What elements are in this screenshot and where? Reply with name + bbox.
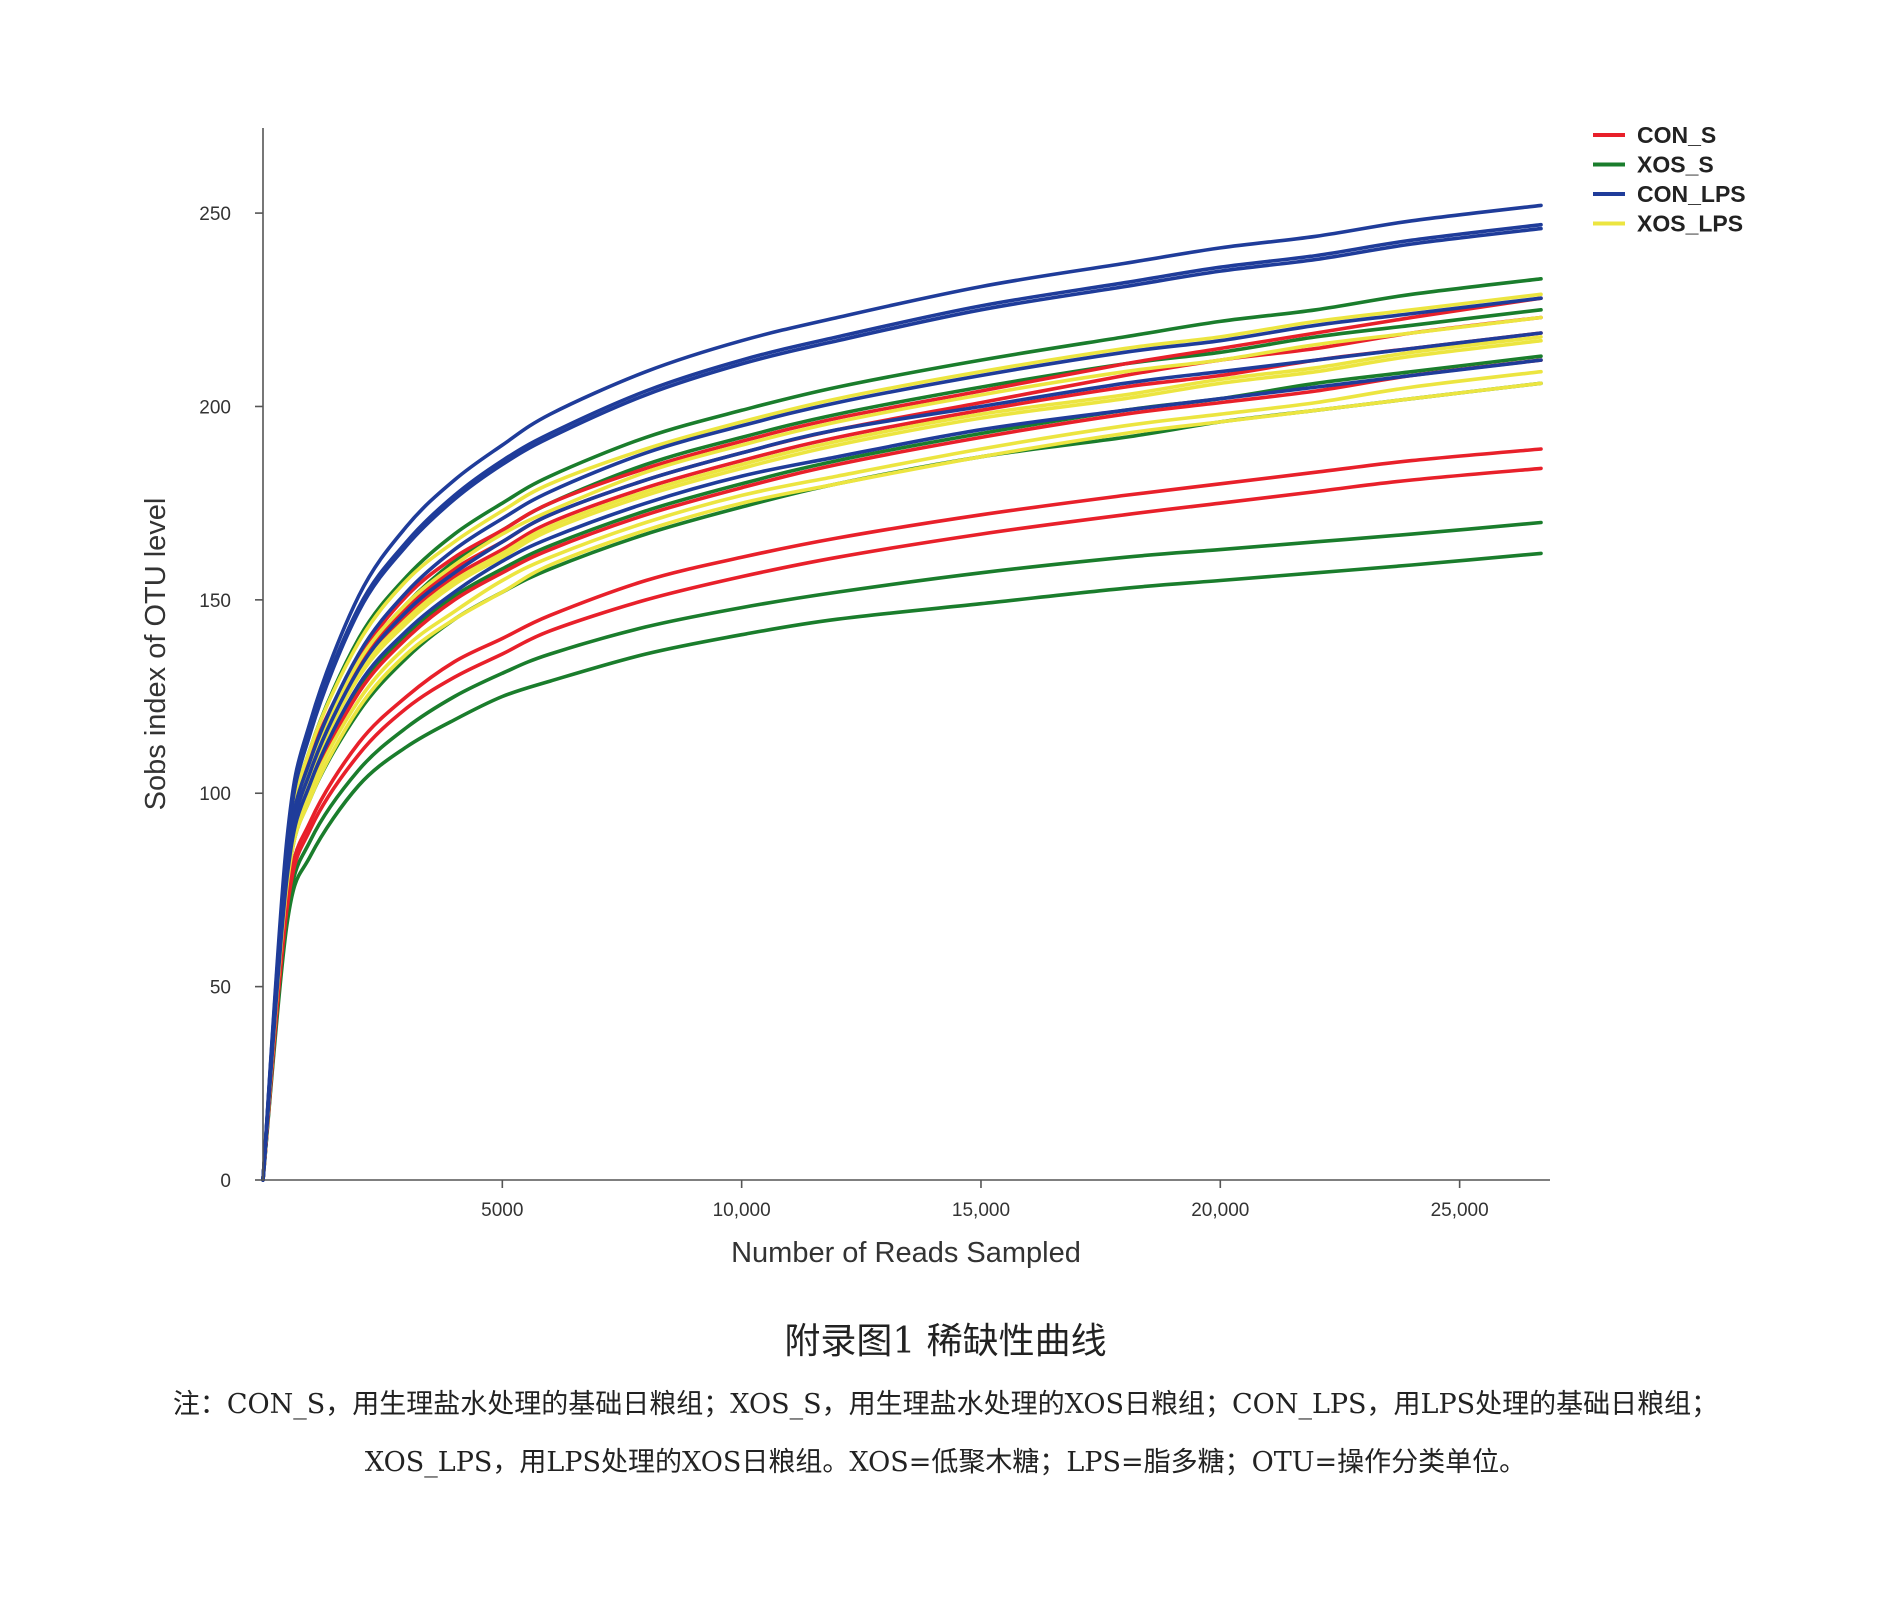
y-ticks: 0 50 100 150 200 250 [199,204,263,1192]
x-ticks: 5000 10,000 15,000 20,000 25,000 [481,1180,1489,1221]
series-line-con-lps-18 [261,358,1543,1182]
series-line-con-s-2 [261,331,1543,1182]
legend-label-con-s: CON_S [1637,122,1716,148]
legend-label-xos-lps: XOS_LPS [1637,211,1743,237]
series-line-con-lps-17 [261,331,1543,1182]
series-line-xos-lps-23 [261,369,1543,1182]
x-tick-label: 10,000 [713,1200,771,1221]
y-tick-label: 50 [210,978,231,999]
series-line-con-lps-16 [261,296,1543,1182]
series-line-con-lps-15 [261,222,1543,1182]
series-line-con-s-5 [261,447,1543,1182]
series-line-con-lps-14 [261,226,1543,1182]
figure-caption-note-line-2: XOS_LPS，用LPS处理的XOS日粮组。XOS=低聚木糖；LPS=脂多糖；O… [364,1447,1527,1478]
x-axis-title: Number of Reads Sampled [731,1237,1081,1269]
series-line-xos-lps-24 [261,381,1543,1182]
x-tick-label: 20,000 [1191,1200,1249,1221]
y-tick-label: 0 [220,1171,231,1192]
y-tick-label: 100 [199,784,231,805]
figure-caption-title: 附录图1 稀缺性曲线 [784,1321,1107,1362]
series-layer [261,203,1543,1182]
legend: CON_S XOS_S CON_LPS XOS_LPS [1593,122,1746,237]
legend-label-con-lps: CON_LPS [1637,181,1746,207]
x-tick-label: 25,000 [1431,1200,1489,1221]
series-line-xos-s-10 [261,381,1543,1182]
y-tick-label: 150 [199,591,231,612]
series-line-con-lps-13 [261,203,1543,1182]
series-line-con-s-6 [261,466,1543,1182]
figure-caption-note-line-1: 注：CON_S，用生理盐水处理的基础日粮组；XOS_S，用生理盐水处理的XOS日… [172,1389,1719,1420]
series-line-xos-lps-19 [261,292,1543,1182]
series-line-xos-s-11 [261,520,1543,1182]
x-tick-label: 15,000 [952,1200,1010,1221]
y-tick-label: 250 [199,204,231,225]
legend-label-xos-s: XOS_S [1637,152,1714,178]
series-line-xos-s-8 [261,308,1543,1182]
y-axis-title: Sobs index of OTU level [140,498,172,811]
x-tick-label: 5000 [481,1200,523,1221]
series-line-con-s-4 [261,358,1543,1182]
y-tick-label: 200 [199,397,231,418]
series-line-xos-s-7 [261,277,1543,1182]
series-line-xos-s-12 [261,551,1543,1182]
rarefaction-chart: 0 50 100 150 200 250 5000 10,000 15,000 20,000 25… [140,122,1746,1269]
